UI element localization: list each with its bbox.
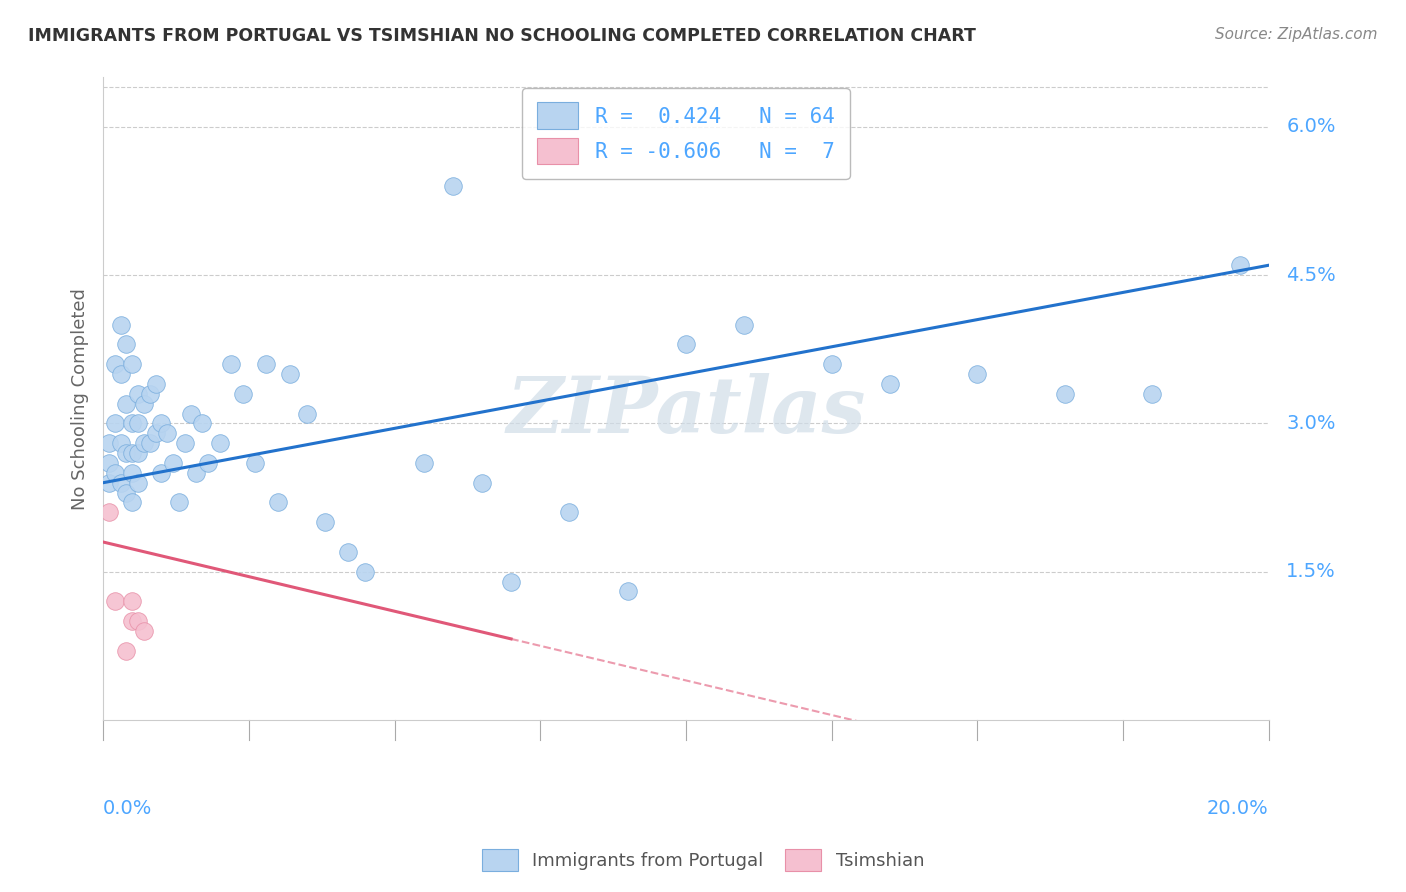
Text: 4.5%: 4.5% — [1286, 266, 1336, 285]
Point — [121, 495, 143, 509]
Point — [354, 565, 377, 579]
Point — [97, 475, 120, 490]
Point — [441, 179, 464, 194]
Point — [97, 456, 120, 470]
Point — [173, 436, 195, 450]
Point — [186, 466, 208, 480]
Point — [314, 515, 336, 529]
Point — [97, 436, 120, 450]
Point — [104, 357, 127, 371]
Point — [499, 574, 522, 589]
Point — [820, 357, 842, 371]
Y-axis label: No Schooling Completed: No Schooling Completed — [72, 288, 89, 509]
Point — [156, 426, 179, 441]
Point — [150, 417, 173, 431]
Point — [132, 436, 155, 450]
Point — [162, 456, 184, 470]
Point — [191, 417, 214, 431]
Point — [197, 456, 219, 470]
Point — [180, 407, 202, 421]
Point — [139, 386, 162, 401]
Point — [127, 386, 149, 401]
Point — [127, 446, 149, 460]
Point — [966, 367, 988, 381]
Point — [208, 436, 231, 450]
Legend: R =  0.424   N = 64, R = -0.606   N =  7: R = 0.424 N = 64, R = -0.606 N = 7 — [522, 87, 849, 179]
Point — [1229, 258, 1251, 272]
Point — [127, 614, 149, 628]
Point — [110, 318, 132, 332]
Point — [267, 495, 290, 509]
Point — [104, 466, 127, 480]
Point — [145, 426, 167, 441]
Text: 6.0%: 6.0% — [1286, 118, 1336, 136]
Point — [295, 407, 318, 421]
Legend: Immigrants from Portugal, Tsimshian: Immigrants from Portugal, Tsimshian — [474, 842, 932, 879]
Point — [97, 505, 120, 519]
Point — [278, 367, 301, 381]
Point — [115, 446, 138, 460]
Point — [1053, 386, 1076, 401]
Point — [121, 466, 143, 480]
Text: 1.5%: 1.5% — [1286, 562, 1336, 582]
Point — [145, 376, 167, 391]
Text: ZIPatlas: ZIPatlas — [506, 373, 866, 450]
Point — [1140, 386, 1163, 401]
Point — [115, 485, 138, 500]
Point — [336, 545, 359, 559]
Point — [121, 357, 143, 371]
Point — [558, 505, 581, 519]
Text: Source: ZipAtlas.com: Source: ZipAtlas.com — [1215, 27, 1378, 42]
Point — [132, 624, 155, 638]
Point — [471, 475, 494, 490]
Point — [150, 466, 173, 480]
Point — [616, 584, 638, 599]
Point — [733, 318, 755, 332]
Text: 20.0%: 20.0% — [1206, 799, 1268, 818]
Point — [127, 417, 149, 431]
Point — [121, 446, 143, 460]
Point — [139, 436, 162, 450]
Point — [675, 337, 697, 351]
Point — [110, 475, 132, 490]
Point — [232, 386, 254, 401]
Point — [221, 357, 243, 371]
Point — [121, 594, 143, 608]
Text: IMMIGRANTS FROM PORTUGAL VS TSIMSHIAN NO SCHOOLING COMPLETED CORRELATION CHART: IMMIGRANTS FROM PORTUGAL VS TSIMSHIAN NO… — [28, 27, 976, 45]
Point — [412, 456, 434, 470]
Point — [110, 367, 132, 381]
Text: 3.0%: 3.0% — [1286, 414, 1336, 433]
Point — [127, 475, 149, 490]
Point — [110, 436, 132, 450]
Point — [243, 456, 266, 470]
Point — [167, 495, 190, 509]
Point — [879, 376, 901, 391]
Point — [254, 357, 277, 371]
Point — [115, 644, 138, 658]
Point — [104, 417, 127, 431]
Point — [121, 417, 143, 431]
Point — [115, 337, 138, 351]
Text: 0.0%: 0.0% — [103, 799, 152, 818]
Point — [115, 397, 138, 411]
Point — [104, 594, 127, 608]
Point — [121, 614, 143, 628]
Point — [132, 397, 155, 411]
